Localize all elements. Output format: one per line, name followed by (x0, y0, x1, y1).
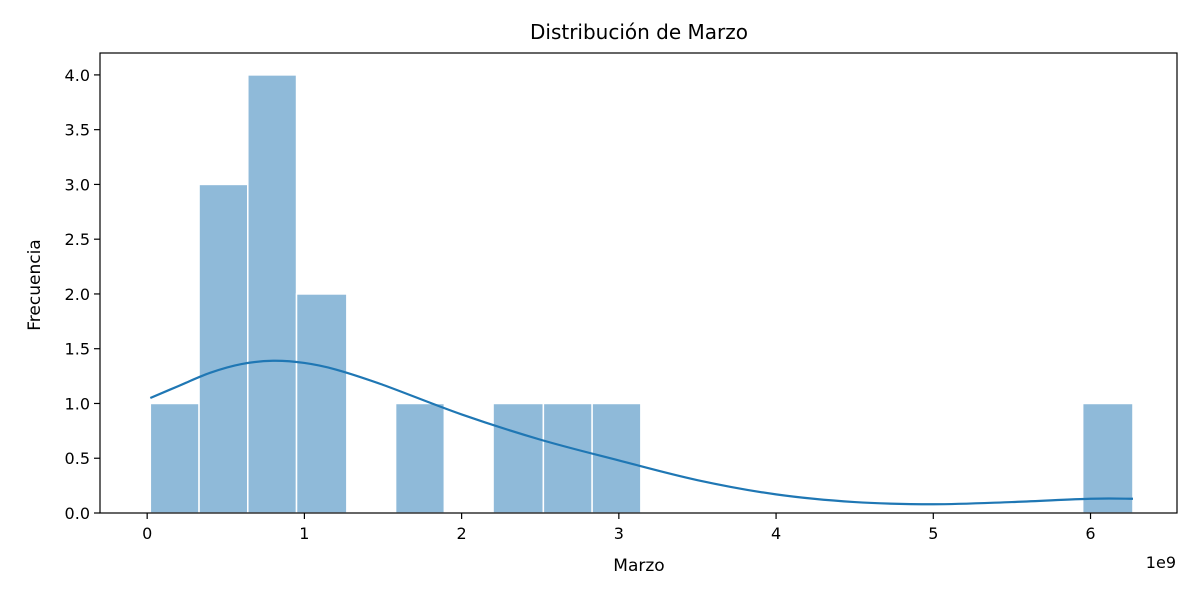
y-tick-label: 3.5 (65, 121, 90, 140)
x-tick-label: 3 (614, 524, 624, 543)
x-tick-label: 1 (299, 524, 309, 543)
y-tick-label: 2.0 (65, 285, 90, 304)
histogram-bar (591, 402, 642, 514)
histogram-bar (149, 402, 200, 514)
y-axis-label: Frecuencia (25, 239, 45, 330)
histogram-bar (542, 402, 593, 514)
chart-title: Distribución de Marzo (530, 20, 748, 44)
y-tick-label: 2.5 (65, 230, 90, 249)
y-tick-label: 3.0 (65, 175, 90, 194)
histogram-bar (198, 183, 249, 514)
x-tick-label: 0 (142, 524, 152, 543)
y-ticks: 0.0 0.5 1.0 1.5 2.0 2.5 3.0 3.5 4.0 (65, 66, 100, 523)
bars-layer (149, 74, 1134, 514)
x-tick-label: 5 (928, 524, 938, 543)
x-ticks: 0 1 2 3 4 5 6 (142, 513, 1096, 543)
histogram-bar (295, 293, 348, 514)
plot-frame (99, 52, 1178, 514)
y-tick-label: 0.0 (65, 504, 90, 523)
x-tick-label: 6 (1085, 524, 1095, 543)
histogram-bar (247, 74, 298, 514)
y-tick-label: 4.0 (65, 66, 90, 85)
histogram-bar (1081, 402, 1134, 514)
y-tick-label: 0.5 (65, 449, 90, 468)
x-offset-label: 1e9 (1146, 553, 1176, 572)
histogram-bar (492, 402, 545, 514)
y-tick-label: 1.0 (65, 394, 90, 413)
x-tick-label: 4 (771, 524, 781, 543)
x-tick-label: 2 (457, 524, 467, 543)
x-axis-label: Marzo (613, 556, 664, 576)
histogram-bar (394, 402, 446, 514)
kde-layer (149, 359, 1133, 506)
kde-line (149, 359, 1133, 506)
y-tick-label: 1.5 (65, 340, 90, 359)
